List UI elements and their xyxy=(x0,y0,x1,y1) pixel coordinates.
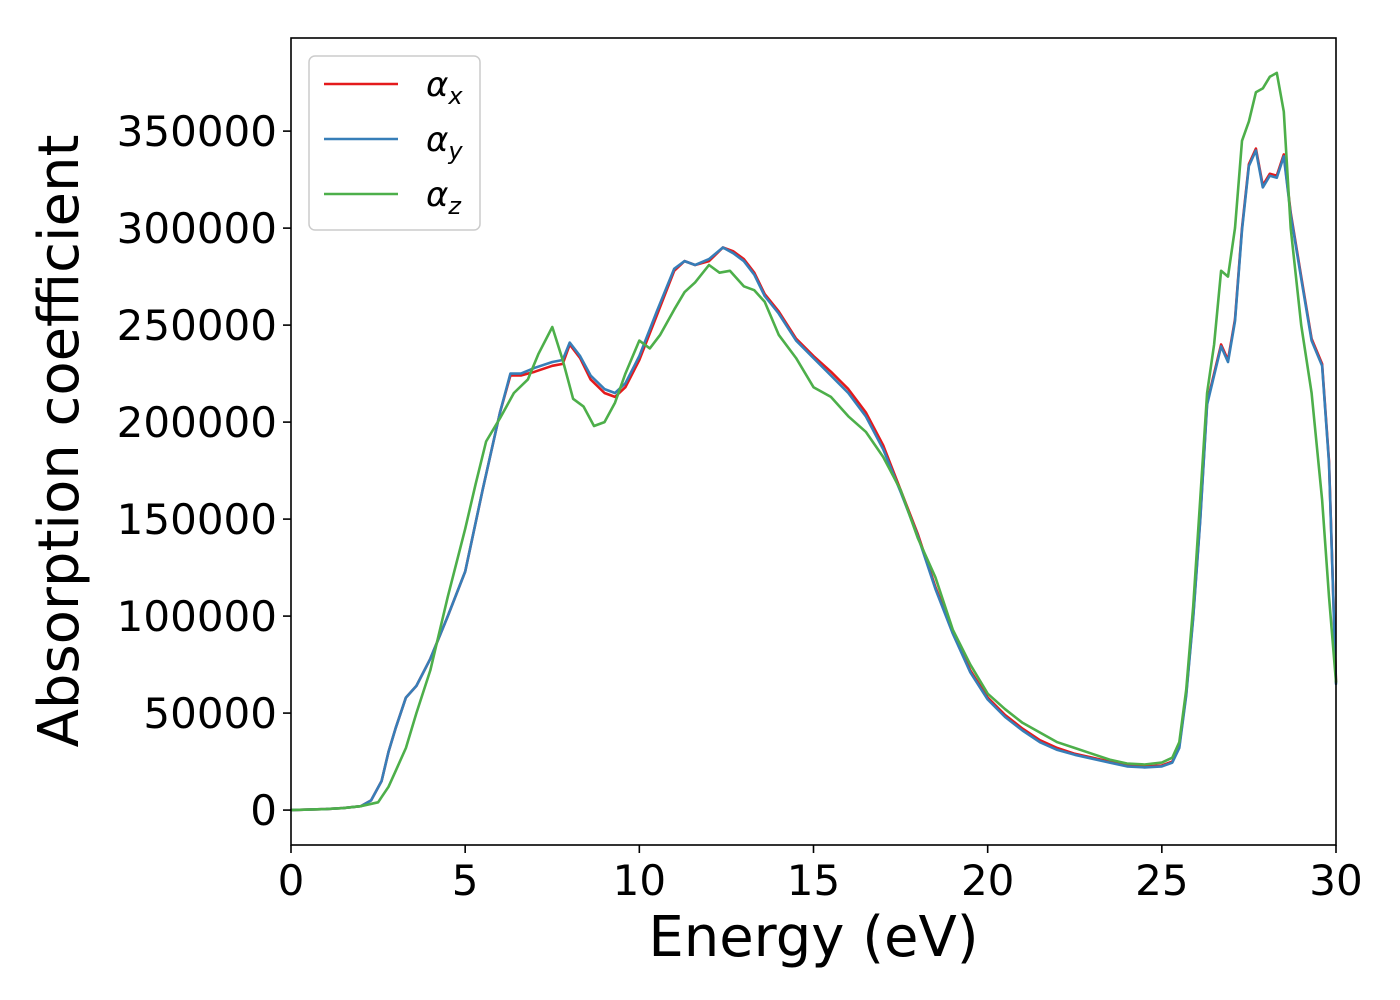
x-tick-label: 25 xyxy=(1135,856,1188,905)
legend-label-y: αy xyxy=(426,120,463,165)
legend-label-subscript: z xyxy=(447,192,462,220)
x-tick-label: 10 xyxy=(613,856,666,905)
legend-label-subscript: y xyxy=(447,137,463,165)
y-tick-label: 50000 xyxy=(143,689,277,738)
legend-label-z: αz xyxy=(426,175,462,220)
legend-label-base: α xyxy=(426,65,448,105)
legend-label-base: α xyxy=(426,120,448,160)
x-tick-label: 15 xyxy=(787,856,840,905)
x-tick-label: 30 xyxy=(1309,856,1362,905)
x-tick-label: 20 xyxy=(961,856,1014,905)
series-line-y xyxy=(289,149,1338,812)
y-tick-label: 350000 xyxy=(117,107,277,156)
series-layer xyxy=(289,71,1338,812)
y-axis: 0 50000 100000 150000 200000 250000 300000 3500… xyxy=(117,107,291,835)
y-tick-label: 100000 xyxy=(117,592,277,641)
y-tick-label: 300000 xyxy=(117,204,277,253)
x-axis: 0 5 10 15 20 25 30 xyxy=(278,845,1363,905)
y-tick-label: 250000 xyxy=(117,301,277,350)
y-axis-label: Absorption coefficient xyxy=(27,135,92,748)
legend-box xyxy=(308,55,481,231)
legend-label-base: α xyxy=(426,175,448,215)
x-axis-label: Energy (eV) xyxy=(648,905,978,970)
y-tick-label: 200000 xyxy=(117,398,277,447)
y-tick-label: 0 xyxy=(250,786,277,835)
series-line-z xyxy=(289,71,1338,812)
legend-label-x: αx xyxy=(426,65,463,110)
legend-label-subscript: x xyxy=(447,82,463,110)
x-tick-label: 0 xyxy=(278,856,305,905)
x-tick-label: 5 xyxy=(452,856,479,905)
y-tick-label: 150000 xyxy=(117,495,277,544)
